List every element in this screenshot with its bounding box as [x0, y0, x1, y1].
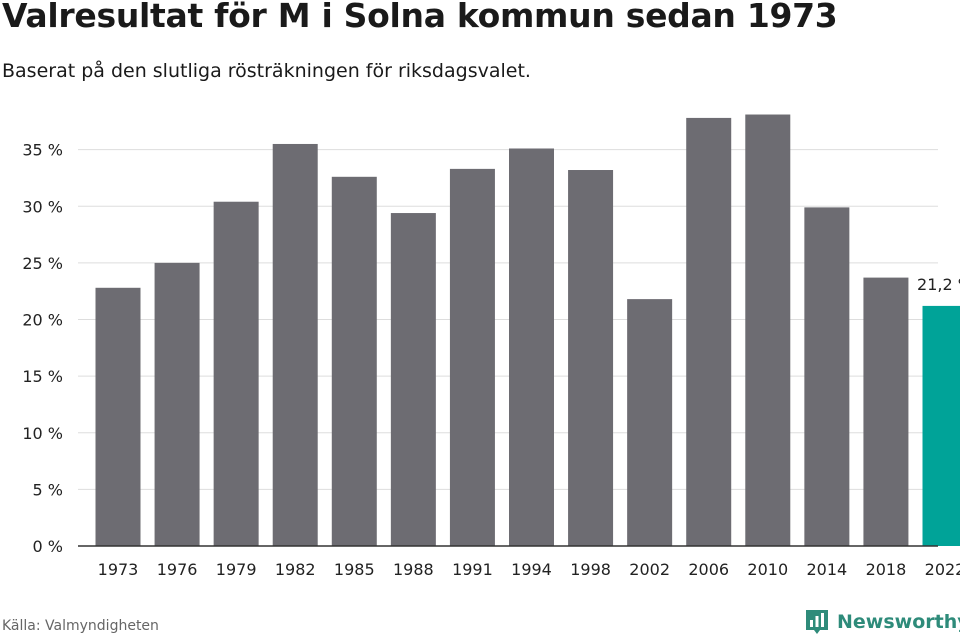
x-tick-label: 2006: [688, 560, 729, 579]
x-tick-label: 1994: [511, 560, 552, 579]
x-tick-label: 2002: [629, 560, 670, 579]
x-tick-label: 1979: [216, 560, 257, 579]
bar: [272, 143, 318, 546]
bar: [686, 117, 732, 546]
bar-chart-logo-icon: [806, 610, 828, 634]
bar: [804, 207, 850, 546]
x-tick-label: 2014: [806, 560, 847, 579]
bar-highlight: [922, 305, 960, 546]
bar: [745, 114, 791, 546]
x-tick-label: 1976: [157, 560, 198, 579]
y-tick-label: 35 %: [22, 141, 63, 160]
brand-name: Newsworthy: [837, 611, 960, 633]
y-tick-label: 15 %: [22, 367, 63, 386]
bar: [154, 262, 200, 546]
x-tick-label: 1985: [334, 560, 375, 579]
x-tick-label: 2018: [866, 560, 907, 579]
bar: [509, 148, 554, 546]
bar: [568, 170, 614, 546]
x-tick-label: 1973: [98, 560, 139, 579]
y-tick-label: 0 %: [33, 537, 63, 556]
data-label: 21,2 %: [917, 275, 960, 294]
x-tick-label: 1982: [275, 560, 316, 579]
x-tick-label: 2010: [747, 560, 788, 579]
y-tick-label: 25 %: [22, 254, 63, 273]
y-tick-label: 10 %: [22, 424, 63, 443]
chart-title: Valresultat för M i Solna kommun sedan 1…: [2, 0, 838, 35]
source-note: Källa: Valmyndigheten: [2, 618, 159, 634]
bar: [390, 213, 436, 547]
x-tick-label: 1988: [393, 560, 434, 579]
bar: [863, 277, 909, 546]
brand-logo: Newsworthy: [804, 608, 960, 636]
bar: [627, 299, 673, 546]
bar: [449, 168, 495, 546]
x-tick-label: 1991: [452, 560, 493, 579]
y-tick-label: 30 %: [22, 197, 63, 216]
bar: [95, 287, 141, 546]
chart-subtitle: Baserat på den slutliga rösträkningen fö…: [2, 60, 531, 82]
bar: [213, 201, 259, 546]
y-tick-label: 20 %: [22, 311, 63, 330]
y-tick-label: 5 %: [33, 480, 63, 499]
bar: [331, 176, 377, 546]
bar-chart: 0 % 5 % 10 % 15 % 20 % 25 % 30 % 35 % 1973 1976 19…: [22, 114, 960, 579]
x-tick-label: 1998: [570, 560, 611, 579]
